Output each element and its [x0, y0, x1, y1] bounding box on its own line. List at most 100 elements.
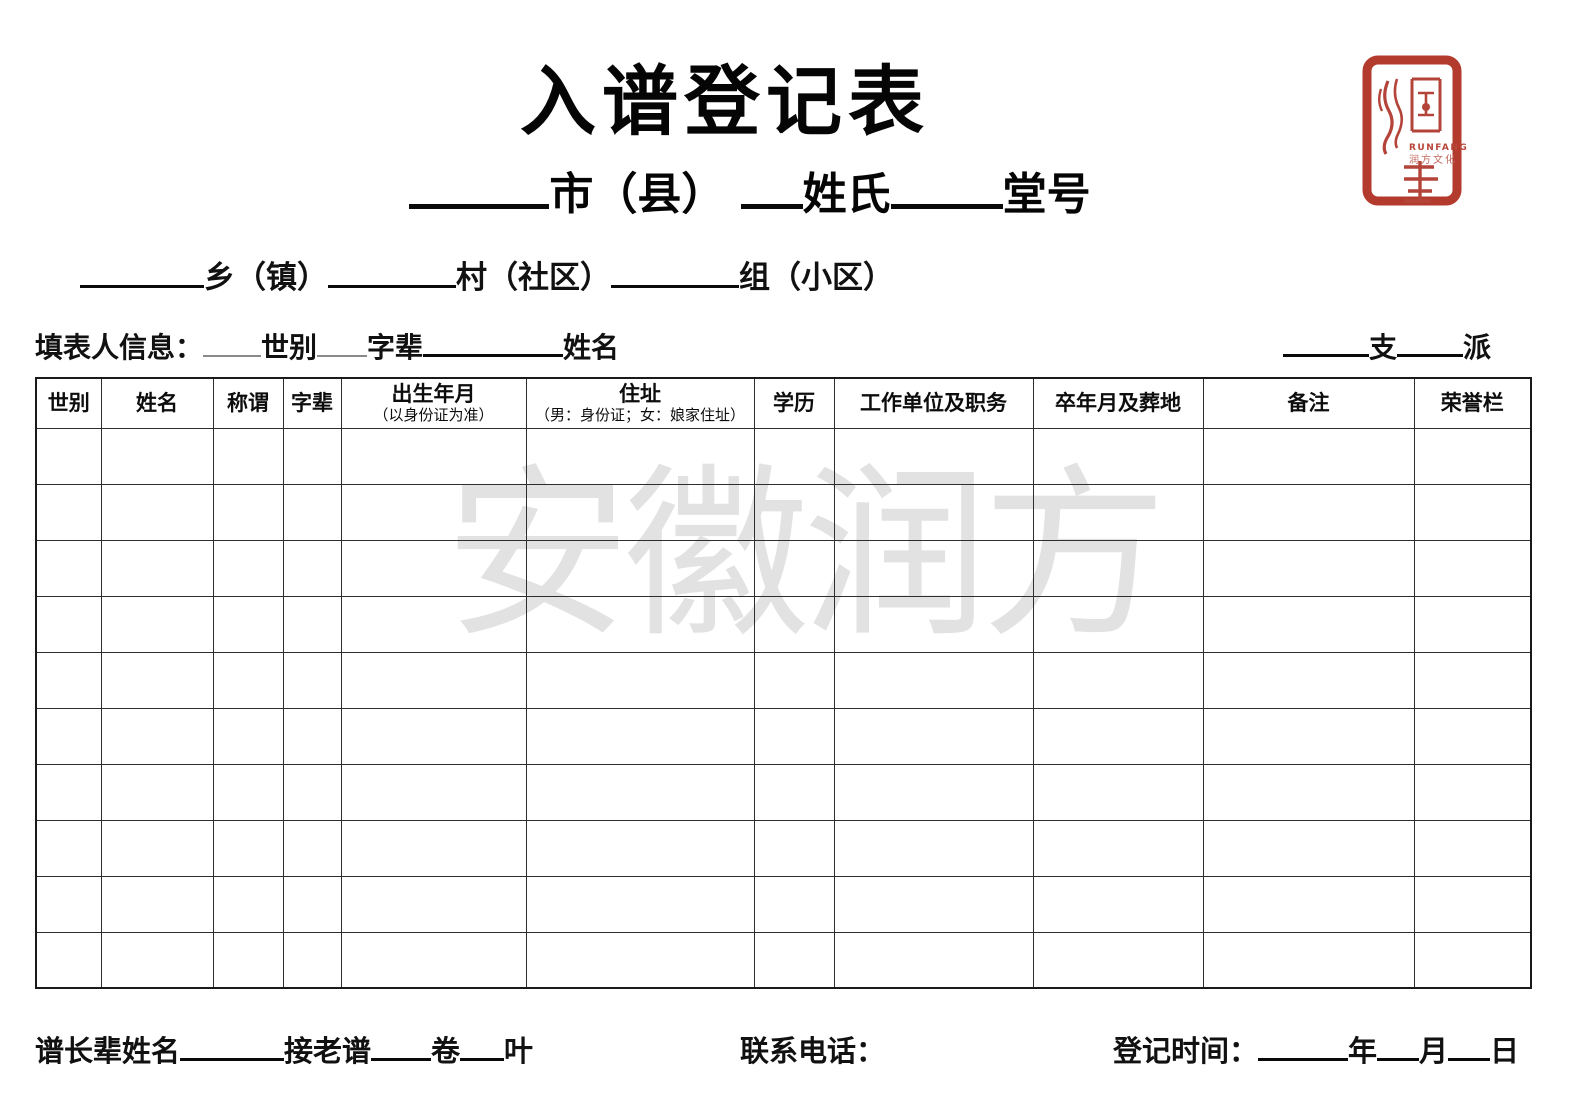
table-cell: [753, 483, 835, 541]
table-cell: [35, 763, 102, 821]
table-cell: [1413, 427, 1532, 485]
town-blank: [80, 259, 204, 288]
filler-info-right: 支派: [1283, 326, 1491, 366]
table-cell: [1032, 707, 1204, 765]
table-cell: [340, 707, 527, 765]
hall-blank: [890, 167, 1003, 209]
table-row: [35, 539, 1532, 597]
table-cell: [282, 427, 342, 485]
table-cell: [100, 595, 214, 653]
page-title: 入谱登记表: [520, 57, 930, 146]
volume-label: 卷: [431, 1034, 461, 1068]
table-cell: [212, 707, 284, 765]
surname-label: 姓氏: [802, 169, 891, 220]
table-cell: [212, 875, 284, 933]
hall-label: 堂号: [1002, 169, 1091, 220]
table-cell: [1202, 819, 1415, 877]
table-cell: [212, 931, 284, 989]
table-cell: [1413, 651, 1532, 709]
day-label: 日: [1490, 1034, 1520, 1068]
registration-table-wrap: 世别 姓名 称谓 字辈 出生年月 （以身份证为准） 住址 （男：身份证；女：娘家…: [35, 377, 1532, 989]
col-header-death-burial: 卒年月及葬地: [1032, 377, 1204, 429]
table-row: [35, 819, 1532, 877]
table-cell: [282, 931, 342, 989]
table-cell: [1032, 539, 1204, 597]
table-cell: [282, 595, 342, 653]
town-label: 乡（镇）: [204, 260, 328, 296]
table-cell: [282, 483, 342, 541]
table-cell: [282, 819, 342, 877]
table-cell: [282, 875, 342, 933]
table-cell: [212, 595, 284, 653]
table-cell: [35, 595, 102, 653]
elder-name-label: 谱长辈姓名: [35, 1034, 181, 1068]
table-cell: [212, 819, 284, 877]
table-cell: [833, 483, 1034, 541]
table-row: [35, 595, 1532, 653]
day-blank: [1448, 1033, 1491, 1061]
table-cell: [1032, 763, 1204, 821]
group-label: 组（小区）: [739, 260, 894, 296]
table-cell: [35, 875, 102, 933]
col-header-honors: 荣誉栏: [1413, 377, 1532, 429]
table-cell: [100, 931, 214, 989]
table-cell: [1032, 819, 1204, 877]
table-cell: [525, 483, 755, 541]
leaf-label: 叶: [504, 1034, 534, 1068]
pai-label: 派: [1463, 331, 1492, 364]
table-cell: [1413, 595, 1532, 653]
table-cell: [833, 427, 1034, 485]
table-cell: [100, 539, 214, 597]
table-cell: [1202, 427, 1415, 485]
table-row: [35, 763, 1532, 821]
table-cell: [212, 427, 284, 485]
table-cell: [1202, 707, 1415, 765]
name-label: 姓名: [563, 331, 620, 364]
table-cell: [833, 931, 1034, 989]
table-cell: [833, 819, 1034, 877]
leaf-blank: [460, 1033, 505, 1061]
volume-blank: [371, 1033, 432, 1061]
table-cell: [525, 819, 755, 877]
table-cell: [1032, 651, 1204, 709]
table-cell: [340, 819, 527, 877]
table-cell: [753, 819, 835, 877]
table-cell: [1032, 875, 1204, 933]
city-label: 市（县）: [549, 169, 726, 220]
table-cell: [1032, 595, 1204, 653]
zibei-label: 字辈: [367, 331, 424, 364]
table-cell: [35, 539, 102, 597]
table-cell: [1413, 483, 1532, 541]
table-body: [35, 427, 1532, 989]
group-blank: [611, 259, 739, 288]
table-cell: [1032, 931, 1204, 989]
col-header-zibei: 字辈: [282, 377, 342, 429]
col-header-address: 住址 （男：身份证；女：娘家住址）: [525, 377, 755, 429]
table-cell: [1413, 707, 1532, 765]
table-cell: [100, 763, 214, 821]
table-row: [35, 707, 1532, 765]
month-label: 月: [1419, 1034, 1449, 1068]
col-header-education: 学历: [753, 377, 835, 429]
table-cell: [340, 875, 527, 933]
filler-info-left: 填表人信息： 世别 字辈 姓名: [35, 326, 619, 366]
table-row: [35, 931, 1532, 989]
register-time-label: 登记时间：: [1113, 1034, 1259, 1068]
table-row: [35, 875, 1532, 933]
phone-label: 联系电话：: [740, 1034, 886, 1068]
table-cell: [833, 707, 1034, 765]
col-header-name: 姓名: [100, 377, 214, 429]
col-header-appellation: 称谓: [212, 377, 284, 429]
year-blank: [1258, 1033, 1349, 1061]
col-header-birthdate: 出生年月 （以身份证为准）: [340, 377, 527, 429]
seal-latin-text: RUNFANG: [1409, 143, 1467, 153]
table-cell: [212, 483, 284, 541]
elder-name-blank: [180, 1033, 285, 1061]
village-blank: [328, 259, 456, 288]
table-cell: [212, 651, 284, 709]
table-cell: [1032, 483, 1204, 541]
table-cell: [340, 595, 527, 653]
table-cell: [1202, 931, 1415, 989]
table-cell: [1202, 651, 1415, 709]
